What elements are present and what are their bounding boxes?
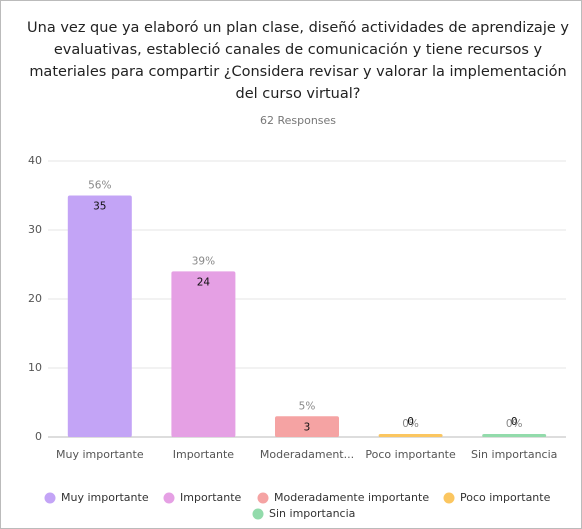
- value-label: 35: [93, 201, 106, 213]
- x-tick-label: Muy importante: [56, 448, 144, 461]
- subtitle: 62 Responses: [260, 114, 336, 127]
- percent-label: 0%: [506, 418, 523, 430]
- percent-label: 0%: [402, 418, 419, 430]
- legend-label: Sin importancia: [269, 507, 355, 520]
- bar: [378, 434, 443, 437]
- y-tick-label: 30: [28, 223, 42, 236]
- y-tick-label: 10: [28, 361, 42, 374]
- legend-label: Moderadamente importante: [274, 491, 429, 504]
- legend-swatch: [163, 492, 175, 504]
- legend-label: Poco importante: [460, 491, 551, 504]
- x-tick-label: Sin importancia: [471, 448, 557, 461]
- y-tick-label: 20: [28, 292, 42, 305]
- chart-title: del curso virtual?: [236, 86, 361, 102]
- x-tick-label: Moderadament...: [260, 448, 354, 461]
- legend-swatch: [257, 492, 269, 504]
- value-label: 0: [511, 416, 518, 428]
- percent-label: 56%: [88, 180, 111, 192]
- value-label: 3: [304, 421, 311, 433]
- legend-swatch: [252, 508, 264, 520]
- legend-label: Importante: [180, 491, 242, 504]
- value-label: 24: [197, 276, 211, 288]
- bar: [482, 434, 547, 437]
- y-tick-label: 0: [35, 430, 42, 443]
- percent-label: 39%: [192, 255, 215, 267]
- chart-title: Una vez que ya elaboró un plan clase, di…: [27, 20, 569, 36]
- percent-label: 5%: [299, 400, 316, 412]
- legend-label: Muy importante: [61, 491, 149, 504]
- legend-swatch: [443, 492, 455, 504]
- x-tick-label: Importante: [173, 448, 235, 461]
- chart-title: evaluativas, estableció canales de comun…: [54, 42, 543, 58]
- bar: [171, 271, 236, 437]
- legend-swatch: [44, 492, 56, 504]
- x-tick-label: Poco importante: [365, 448, 456, 461]
- value-label: 0: [407, 416, 414, 428]
- bar: [67, 195, 132, 437]
- bar: [275, 416, 339, 437]
- y-tick-label: 40: [28, 154, 42, 167]
- chart-title: materiales para compartir ¿Considera rev…: [29, 64, 566, 80]
